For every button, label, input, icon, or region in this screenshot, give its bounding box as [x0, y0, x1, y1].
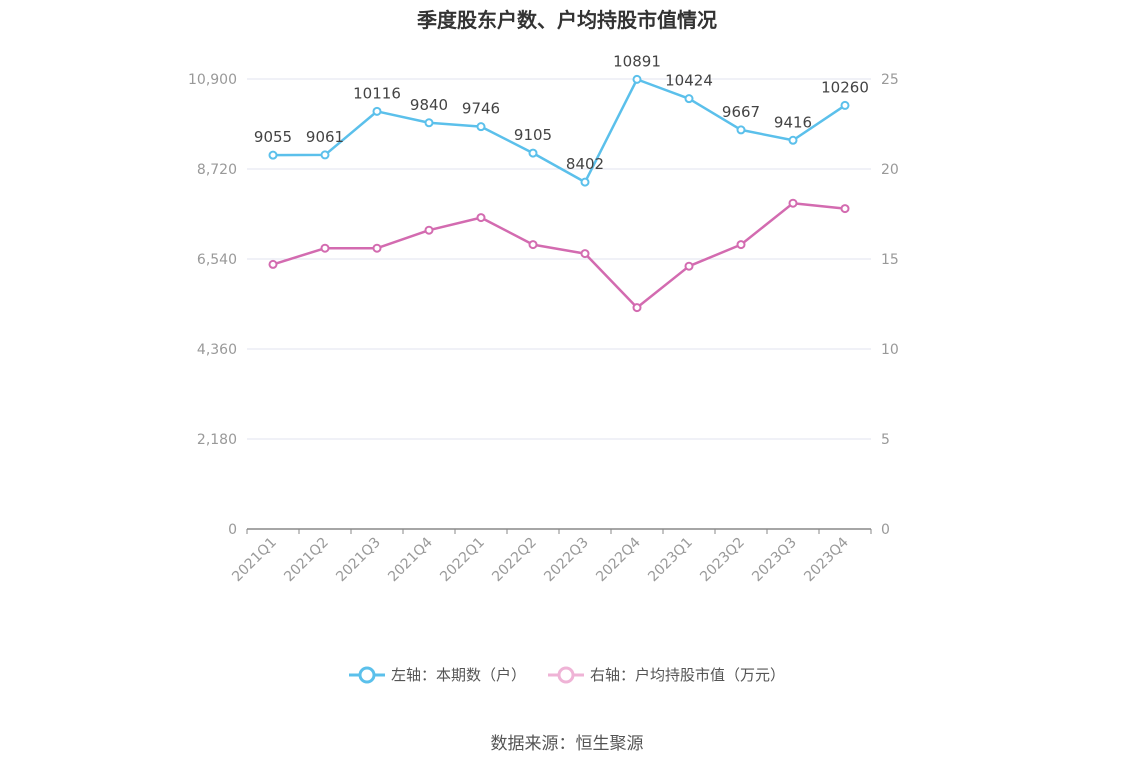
- legend-item-holders[interactable]: 左轴：本期数（户）: [348, 664, 526, 685]
- data-label: 9055: [254, 128, 292, 146]
- data-point-0: [476, 122, 486, 132]
- data-label: 10424: [665, 72, 713, 90]
- right-axis-tick-label: 10: [881, 342, 899, 358]
- data-label: 9061: [306, 128, 344, 146]
- data-point-1: [632, 303, 642, 313]
- x-axis-tick-label: 2023Q3: [749, 535, 800, 586]
- data-label: 10116: [353, 84, 401, 102]
- x-axis-tick-label: 2022Q1: [437, 535, 488, 586]
- data-point-1: [372, 243, 382, 253]
- x-axis-tick-label: 2022Q4: [593, 534, 644, 585]
- data-point-0: [632, 74, 642, 84]
- right-axis-tick-label: 5: [881, 432, 890, 448]
- data-label: 10260: [821, 78, 869, 96]
- legend-item-avg-value[interactable]: 右轴：户均持股市值（万元）: [548, 664, 785, 685]
- data-label: 8402: [566, 155, 604, 173]
- right-axis-tick-label: 20: [881, 162, 899, 178]
- data-point-1: [840, 204, 850, 214]
- data-point-1: [684, 261, 694, 271]
- series-line-1: [272, 201, 846, 309]
- data-label: 9667: [722, 103, 760, 121]
- left-axis-tick-label: 4,360: [197, 342, 237, 358]
- x-axis-tick-label: 2021Q1: [229, 535, 280, 586]
- data-point-0: [736, 125, 746, 135]
- right-axis-tick-label: 15: [881, 252, 899, 268]
- legend-label-holders: 左轴：本期数（户）: [390, 666, 526, 684]
- x-axis-tick-label: 2021Q3: [333, 535, 384, 586]
- data-label: 9105: [514, 126, 552, 144]
- line-chart: 0 0 2,180 5 4,360 10 6,540 15 8,720 20 10,900 25 202…: [188, 52, 899, 586]
- chart-title: 季度股东户数、户均持股市值情况: [417, 8, 717, 32]
- right-axis-tick-label: 0: [881, 522, 890, 538]
- chart-legend: 左轴：本期数（户） 右轴：户均持股市值（万元）: [0, 664, 1134, 685]
- data-point-1: [528, 240, 538, 250]
- data-point-0: [528, 148, 538, 158]
- data-point-0: [320, 150, 330, 160]
- data-label: 9416: [774, 113, 812, 131]
- data-point-0: [580, 177, 590, 187]
- data-point-1: [320, 243, 330, 253]
- series-line-0: [272, 78, 846, 184]
- left-axis-tick-label: 0: [228, 522, 237, 538]
- legend-swatch-holders: [348, 666, 385, 683]
- legend-label-avg-value: 右轴：户均持股市值（万元）: [590, 666, 786, 684]
- data-point-0: [424, 118, 434, 128]
- x-axis-tick-label: 2021Q2: [281, 535, 332, 586]
- data-point-1: [424, 225, 434, 235]
- x-axis-tick-label: 2021Q4: [385, 534, 436, 585]
- data-label: 10891: [613, 52, 661, 70]
- x-axis-tick-label: 2023Q1: [645, 535, 696, 586]
- data-point-0: [788, 135, 798, 145]
- data-point-0: [684, 94, 694, 104]
- data-point-0: [840, 100, 850, 110]
- right-axis-tick-label: 25: [881, 72, 899, 88]
- left-axis-tick-label: 6,540: [197, 252, 237, 268]
- data-point-1: [476, 213, 486, 223]
- x-axis-tick-label: 2022Q2: [489, 535, 540, 586]
- left-axis-tick-label: 10,900: [188, 72, 237, 88]
- data-point-0: [372, 106, 382, 116]
- left-axis-tick-label: 2,180: [197, 432, 237, 448]
- x-axis-tick-label: 2023Q4: [801, 534, 852, 585]
- data-point-1: [788, 198, 798, 208]
- data-point-0: [268, 150, 278, 160]
- x-axis-tick-label: 2022Q3: [541, 535, 592, 586]
- data-label: 9746: [462, 100, 500, 118]
- left-axis-tick-label: 8,720: [197, 162, 237, 178]
- data-point-1: [580, 249, 590, 259]
- data-label: 9840: [410, 96, 448, 114]
- source-note: 数据来源：恒生聚源: [490, 734, 644, 754]
- legend-swatch-avg-value: [548, 666, 584, 683]
- x-axis-tick-label: 2023Q2: [697, 535, 748, 586]
- data-point-1: [268, 259, 278, 269]
- data-point-1: [736, 240, 746, 250]
